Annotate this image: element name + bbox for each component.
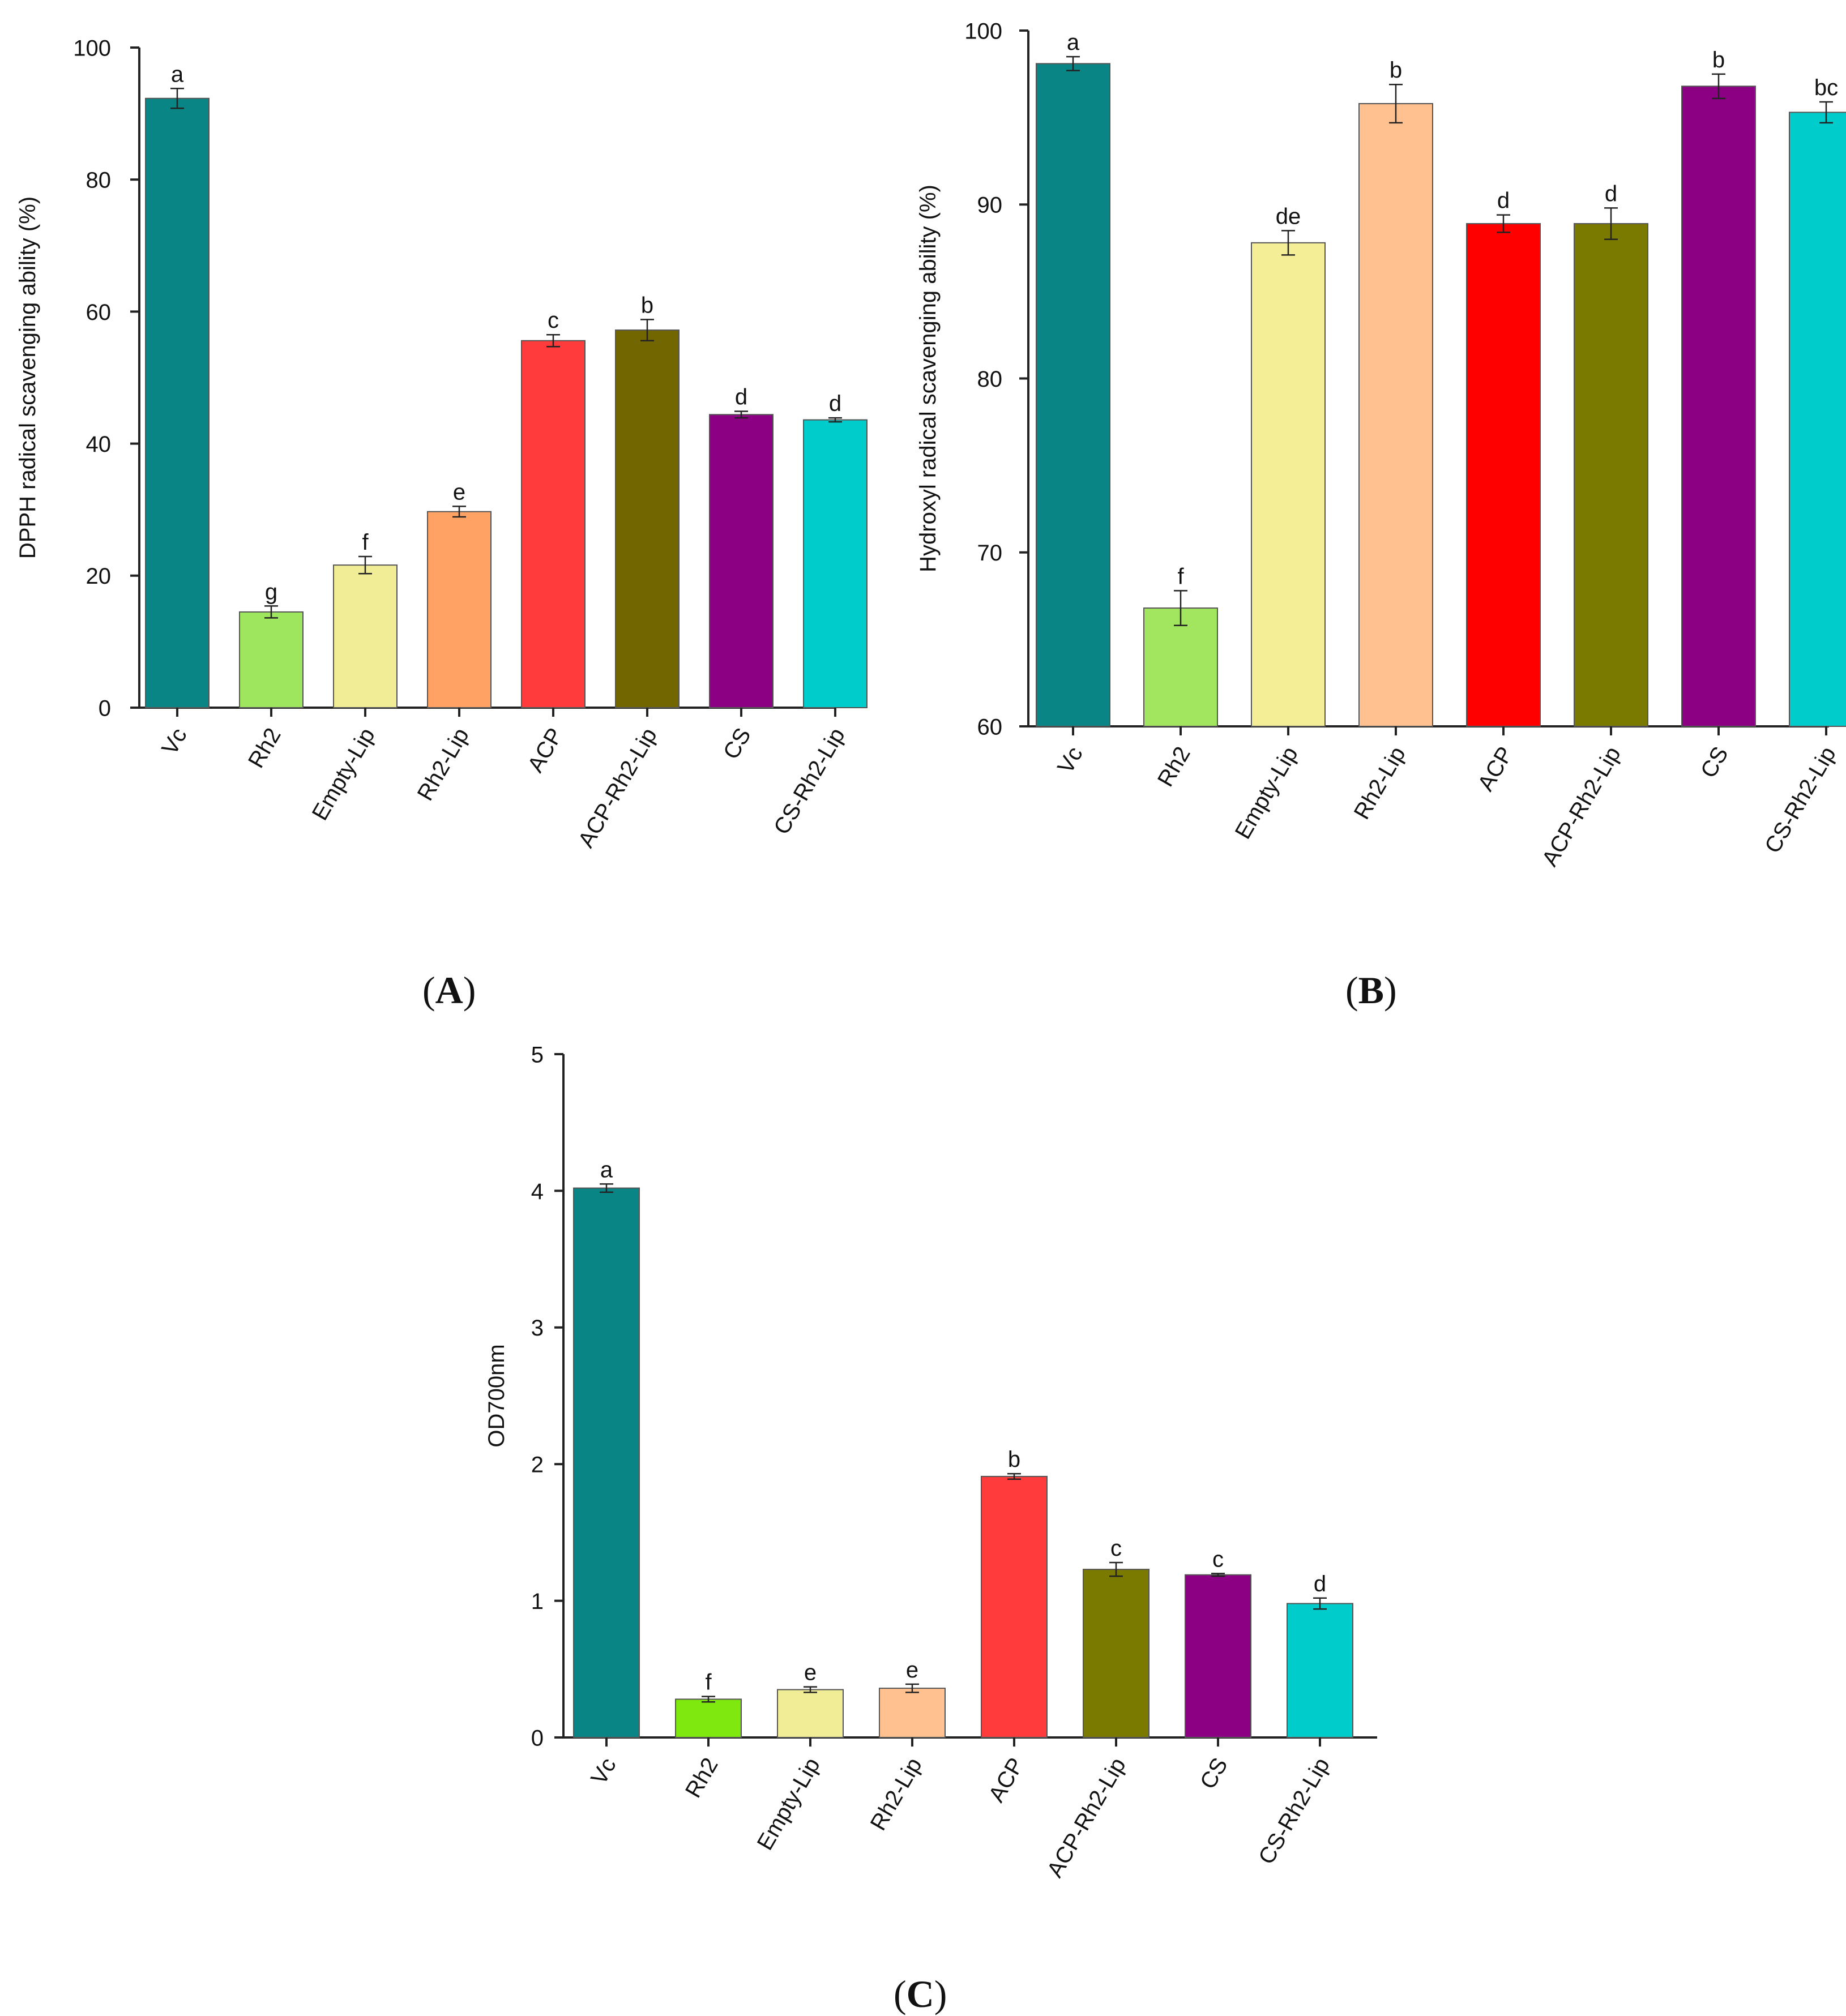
bar [333,564,398,708]
x-tick-label: ACP [1473,743,1518,795]
significance-letter: a [1067,30,1080,55]
significance-letter: g [265,579,277,604]
y-tick-label: 3 [531,1316,544,1341]
bar [879,1688,946,1738]
significance-letter: d [829,391,841,416]
y-tick-label: 100 [964,19,1002,44]
significance-letter: bc [1814,75,1838,100]
bar [1358,103,1433,727]
y-tick-label: 40 [86,432,112,457]
significance-letter: d [735,384,747,409]
y-tick-label: 1 [531,1589,544,1614]
y-axis-label: DPPH radical scavenging ability (%) [15,196,40,559]
bar [1083,1569,1150,1738]
significance-letter: b [1712,48,1725,72]
bar [145,97,210,709]
bar [675,1698,742,1738]
x-tick-label: Rh2-Lip [413,724,474,805]
bar [573,1187,640,1738]
significance-letter: c [1110,1536,1122,1561]
significance-letter: b [1390,58,1402,83]
bar [803,419,868,709]
significance-letter: c [548,308,559,333]
x-tick-label: Vc [157,724,191,759]
bar [777,1689,844,1739]
x-tick-label: ACP [984,1754,1029,1807]
x-tick-label: CS-Rh2-Lip [1254,1754,1335,1869]
x-tick-label: Rh2-Lip [1349,743,1411,824]
y-tick-label: 0 [531,1726,544,1750]
significance-letter: f [1177,564,1184,589]
x-tick-label: ACP [523,724,568,777]
significance-letter: b [641,293,653,318]
x-tick-label: CS-Rh2-Lip [1760,743,1841,858]
chart-panel-a: 0 20 40 60 80 100 DPPH radical scavenging abil… [15,36,868,1012]
significance-letter: c [1212,1547,1224,1572]
x-tick-label: CS [1696,743,1733,782]
significance-letter: e [804,1660,817,1685]
x-tick-label: Rh2 [243,724,286,773]
x-tick-label: Vc [586,1754,621,1789]
bar [1143,607,1218,727]
x-tick-label: ACP-Rh2-Lip [1042,1754,1131,1882]
chart-panel-b: 60 70 80 90 100 Hydroxyl radical scavenging a… [916,19,1846,1012]
x-tick-label: Empty-Lip [307,724,380,825]
bar [1681,85,1756,727]
y-tick-label: 5 [531,1042,544,1067]
x-tick-label: Empty-Lip [1230,743,1303,844]
significance-letter: b [1008,1447,1020,1472]
significance-letter: e [453,480,465,504]
bar [1789,112,1846,727]
y-axis-label: OD700nm [484,1344,509,1447]
x-tick-label: Rh2 [681,1754,723,1803]
x-tick-label: CS [1195,1754,1233,1794]
significance-letter: f [362,530,369,555]
bar [615,329,680,708]
y-tick-label: 90 [977,193,1003,218]
significance-letter: f [705,1670,712,1695]
y-tick-label: 80 [977,367,1003,392]
bar [1287,1603,1353,1738]
x-tick-label: CS [719,724,756,764]
significance-letter: de [1276,204,1301,229]
significance-letter: a [600,1157,613,1182]
x-tick-label: CS-Rh2-Lip [769,724,850,839]
panel-label: (A) [422,969,476,1012]
y-axis-label: Hydroxyl radical scavenging ability (%) [916,185,941,572]
bar [427,511,492,708]
x-tick-label: Rh2 [1153,743,1195,791]
significance-letter: d [1605,181,1617,206]
x-tick-label: Vc [1053,743,1087,778]
significance-letter: d [1497,189,1510,213]
y-tick-label: 70 [977,541,1003,566]
y-tick-label: 100 [73,36,111,61]
y-tick-label: 80 [86,168,112,193]
x-tick-label: Rh2-Lip [866,1754,927,1835]
x-tick-label: ACP-Rh2-Lip [574,724,662,852]
bar [1466,223,1541,727]
y-tick-label: 60 [86,300,112,325]
y-tick-label: 60 [977,714,1003,739]
x-tick-label: Empty-Lip [753,1754,825,1855]
bar [981,1475,1048,1739]
significance-letter: d [1314,1572,1326,1596]
y-tick-label: 20 [86,564,112,589]
x-tick-label: ACP-Rh2-Lip [1537,743,1626,871]
bar [521,340,586,708]
y-tick-label: 2 [531,1453,544,1478]
y-tick-label: 0 [99,696,111,721]
bar [709,414,774,708]
significance-letter: a [171,62,184,87]
y-tick-label: 4 [531,1179,544,1204]
bar [1036,63,1110,727]
bar [239,611,304,709]
chart-panel-c: 0 1 2 3 4 5 OD700nm a Vc f Rh2 e Empty-Lip e Rh2-Lip b A… [484,1042,1377,2015]
bar [1185,1574,1251,1738]
significance-letter: e [906,1658,918,1683]
bar [1574,223,1648,727]
panel-label: (B) [1345,969,1397,1012]
panel-label: (C) [894,1972,947,2015]
bar [1251,242,1326,727]
